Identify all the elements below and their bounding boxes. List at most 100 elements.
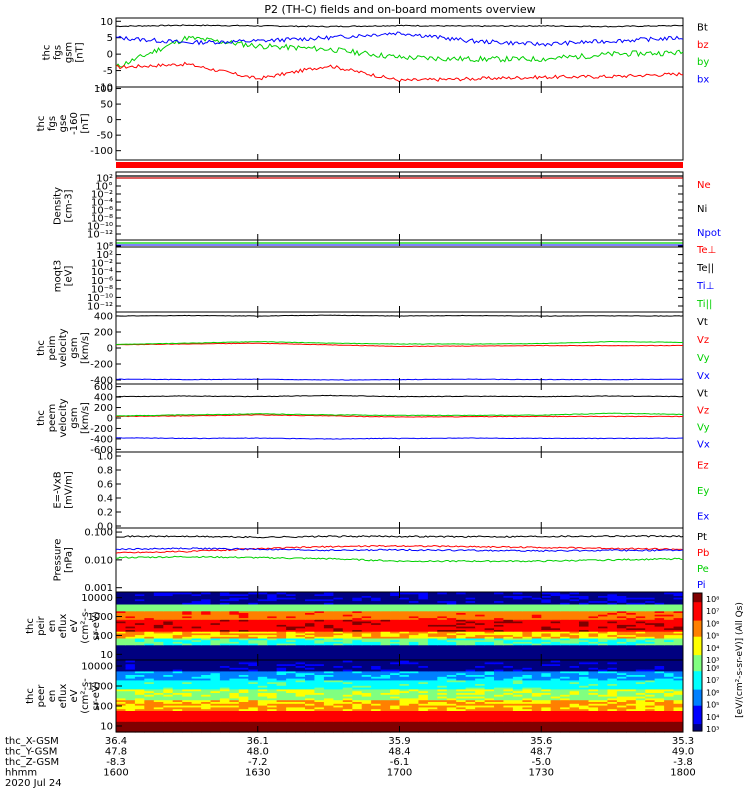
spectrogram-cell [371,667,382,670]
spectrogram-cell [361,678,372,681]
spectrogram-cell [626,636,637,639]
spectrogram-cell [153,634,164,637]
spectrogram-cell [654,705,665,708]
spectrogram-cell [484,600,495,603]
spectrogram-cell [125,636,136,639]
spectrogram-cell [626,676,637,679]
spectrogram-cell [456,669,467,672]
spectrogram-cell [588,715,599,719]
spectrogram-cell [456,624,467,627]
spectrogram-cell [352,703,363,706]
spectrogram-cell [163,595,174,598]
spectrogram-cell [635,703,646,706]
spectrogram-cell [408,715,419,719]
spectrogram-cell [616,627,627,630]
spectrogram-cell [645,656,656,659]
spectrogram-cell [276,620,287,624]
spectrogram-cell [465,676,476,679]
spectrogram-cell [286,637,297,641]
spectrogram-cell [210,626,221,629]
spectrogram-cell [475,723,486,726]
spectrogram-cell [522,629,533,632]
spectrogram-cell [295,602,306,605]
spectrogram-cell [201,701,212,704]
spectrogram-cell [494,595,504,598]
y-axis-label: fgs [53,45,64,60]
spectrogram-cell [569,651,580,654]
spectrogram-cell [238,715,249,719]
spectrogram-cell [248,641,259,644]
spectrogram-cell [616,717,627,720]
spectrogram-cell [418,619,429,622]
spectrogram-cell [305,592,315,595]
spectrogram-cell [219,624,230,627]
spectrogram-cell [465,592,476,595]
spectrogram-cell [314,663,325,666]
spectrogram-cell [569,696,580,699]
spectrogram-cell [550,643,561,646]
spectrogram-cell [333,688,344,692]
spectrogram-cell [352,620,363,624]
spectrogram-cell [371,674,382,677]
spectrogram-cell [598,631,608,634]
spectrogram-cell [182,714,193,717]
spectrogram-cell [172,692,183,695]
spectrogram-cell [238,654,249,658]
spectrogram-cell [371,605,382,608]
spectrogram-cell [484,620,495,624]
spectrogram-cell [352,685,363,688]
spectrogram-cell [399,708,410,711]
spectrogram-cell [512,653,523,656]
spectrogram-cell [560,612,571,615]
spectrogram-cell [201,723,212,726]
spectrogram-cell [352,672,363,675]
spectrogram-cell [153,683,164,686]
spectrogram-cell [371,614,382,617]
spectrogram-cell [399,658,410,661]
spectrogram-cell [626,672,637,675]
y-axis-label: sr-eV) [91,611,102,640]
spectrogram-cell [673,667,684,670]
spectrogram-cell [144,603,155,607]
spectrogram-cell [144,651,155,654]
spectrogram-cell [598,609,608,612]
spectrogram-cell [219,592,230,595]
spectrogram-cell [399,721,410,724]
y-tick-label: 400 [94,393,113,404]
spectrogram-cell [437,697,448,701]
spectrogram-cell [484,710,495,713]
spectrogram-cell [116,620,126,624]
spectrogram-cell [267,651,278,654]
spectrogram-cell [219,687,230,690]
spectrogram-cell [531,609,542,612]
legend-entry: Vt [697,389,708,400]
spectrogram-cell [371,699,382,702]
spectrogram-cell [475,681,486,684]
spectrogram-cell [456,723,467,726]
spectrogram-cell [125,728,136,731]
spectrogram-cell [616,697,627,701]
spectrogram-cell [654,600,665,603]
spectrogram-cell [673,696,684,699]
spectrogram-cell [163,712,174,715]
spectrogram-cell [210,730,221,733]
spectrogram-cell [342,717,353,720]
spectrogram-cell [333,595,344,598]
legend-entry: Vz [697,406,709,417]
spectrogram-cell [446,626,457,629]
spectrogram-cell [257,653,268,656]
spectrogram-cell [267,687,278,690]
spectrogram-cell [673,669,684,672]
spectrogram-cell [418,636,429,639]
spectrogram-cell [210,651,221,654]
spectrogram-cell [267,619,278,622]
spectrogram-cell [182,667,193,670]
spectrogram-cell [201,724,212,728]
spectrogram-cell [248,717,259,720]
spectrogram-cell [560,699,571,702]
spectrogram-cell [116,593,126,596]
spectrogram-cell [361,670,372,674]
spectrogram-cell [569,656,580,659]
spectrogram-cell [512,644,523,647]
spectrogram-cell [550,631,561,634]
